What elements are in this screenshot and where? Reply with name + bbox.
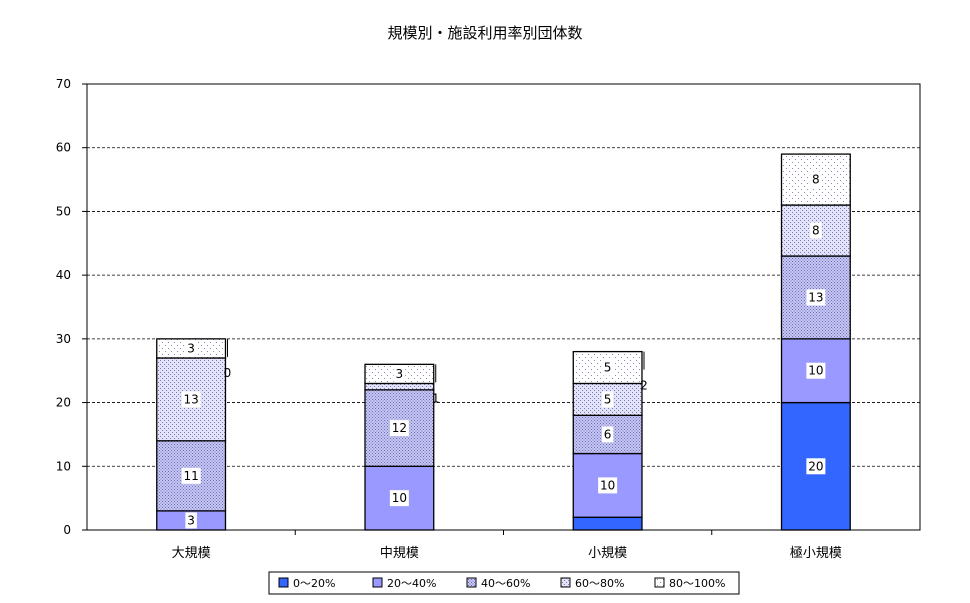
data-label: 5 — [604, 361, 612, 375]
data-label: 10 — [600, 478, 615, 492]
x-tick-label: 小規模 — [588, 546, 627, 561]
x-tick-label: 大規模 — [172, 546, 211, 561]
data-label: 8 — [812, 224, 820, 238]
bars — [156, 153, 851, 531]
y-tick-label: 10 — [56, 459, 71, 473]
data-label: 13 — [808, 290, 823, 304]
y-tick-label: 50 — [56, 204, 71, 218]
data-label: 20 — [808, 459, 823, 473]
data-label-background — [601, 359, 614, 376]
legend-swatch — [466, 577, 477, 588]
bar-segment — [364, 389, 435, 467]
data-label-background — [810, 222, 822, 239]
data-label: 0 — [224, 366, 232, 380]
data-label-background — [806, 362, 826, 379]
legend-swatch — [372, 577, 383, 588]
data-label: 2 — [640, 379, 648, 393]
y-tick-label: 70 — [56, 77, 71, 91]
y-tick-label: 40 — [56, 268, 71, 282]
y-tick-label: 60 — [56, 141, 71, 155]
data-label-background — [181, 467, 201, 484]
x-tick-label: 中規模 — [380, 546, 419, 561]
data-label-background — [185, 340, 197, 357]
data-label-background — [598, 477, 618, 494]
legend-label: 20～40% — [387, 577, 436, 590]
data-label-background — [601, 426, 614, 443]
data-label: 12 — [392, 421, 407, 435]
data-label-background — [806, 458, 826, 475]
data-label: 3 — [187, 513, 195, 527]
data-label: 6 — [604, 427, 612, 441]
x-axis: 大規模 中規模 小規模 極小規模 — [172, 530, 842, 561]
gridlines — [87, 147, 920, 467]
data-label: 10 — [808, 364, 823, 378]
data-label: 3 — [396, 367, 404, 381]
y-tick-label: 30 — [56, 332, 71, 346]
y-tick-label: 0 — [63, 523, 71, 537]
data-label-background — [181, 391, 201, 408]
x-tick-label: 極小規模 — [790, 545, 842, 561]
data-label: 8 — [812, 173, 820, 187]
bar-segment — [364, 382, 435, 391]
data-label-background — [393, 365, 406, 382]
data-label-background — [185, 512, 197, 529]
data-label: 10 — [392, 491, 407, 505]
data-labels: 3 11 13 3 0 10 12 3 1 10 6 5 5 2 20 10 13 8 8 — [181, 171, 826, 529]
legend-label: 40～60% — [481, 577, 530, 590]
legend-swatch — [654, 577, 665, 588]
data-label-background — [389, 420, 409, 437]
data-label-background — [389, 490, 409, 507]
legend-label: 80～100% — [669, 577, 725, 590]
data-label-background — [810, 171, 822, 188]
data-label: 3 — [187, 341, 195, 355]
data-label: 5 — [604, 392, 612, 406]
legend-label: 60～80% — [575, 577, 624, 590]
data-label: 11 — [183, 469, 198, 483]
y-axis: 0 10 20 30 40 50 60 70 — [56, 77, 87, 537]
data-label: 1 — [432, 391, 440, 405]
chart-title: 規模別・施設利用率別団体数 — [387, 24, 582, 42]
legend-swatch — [560, 577, 571, 588]
data-label: 13 — [183, 392, 198, 406]
legend-swatch — [278, 577, 289, 588]
y-tick-label: 20 — [56, 396, 71, 410]
legend-label: 0～20% — [293, 577, 335, 590]
data-label-background — [806, 289, 826, 306]
data-label-background — [601, 391, 614, 408]
legend: 0～20% 20～40% 40～60% 60～80% 80～100% — [268, 571, 740, 595]
legend-box — [268, 571, 740, 595]
bar-segment — [572, 516, 643, 531]
